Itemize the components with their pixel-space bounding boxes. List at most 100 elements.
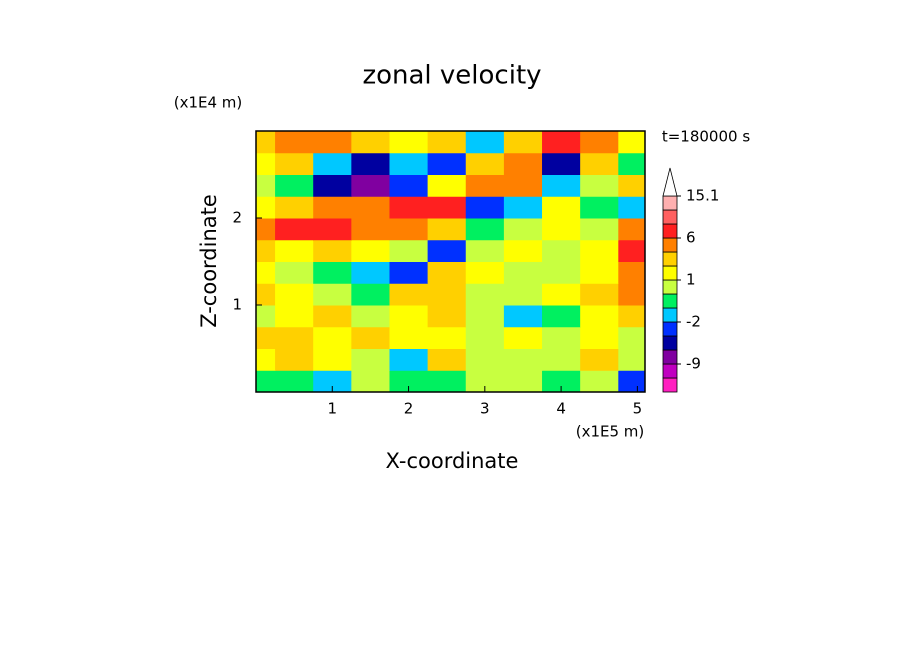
contour-cell	[427, 196, 467, 219]
contour-cell	[542, 305, 581, 328]
contour-cell	[503, 218, 543, 241]
colorbar-label: 15.1	[686, 187, 719, 205]
contour-cell	[427, 348, 467, 371]
contour-cell	[618, 218, 646, 241]
contour-cell	[465, 326, 505, 349]
contour-cell	[580, 348, 619, 371]
contour-cell	[427, 174, 467, 197]
contour-cell	[389, 239, 429, 262]
contour-cell	[465, 131, 505, 154]
contour-cell	[503, 152, 543, 175]
contour-cell	[256, 218, 276, 241]
contour-cell	[618, 131, 646, 154]
contour-cell	[351, 131, 390, 154]
contour-cell	[275, 152, 314, 175]
contour-cell	[275, 283, 314, 306]
contour-cell	[389, 261, 429, 284]
contour-cell	[580, 131, 619, 154]
contour-cell	[542, 196, 581, 219]
contour-cell	[351, 370, 390, 393]
contour-cell	[313, 326, 352, 349]
contour-cell	[351, 174, 390, 197]
y-tick-label: 2	[232, 209, 242, 227]
contour-cell	[275, 131, 314, 154]
contour-cell	[351, 326, 390, 349]
contour-cell	[465, 348, 505, 371]
contour-cell	[351, 196, 390, 219]
contour-cell	[351, 283, 390, 306]
x-unit: (x1E5 m)	[576, 423, 645, 441]
contour-cell	[389, 305, 429, 328]
colorbar-swatch	[662, 363, 678, 379]
colorbar-label: 1	[686, 271, 696, 289]
colorbar-swatch	[662, 321, 678, 337]
x-tick-label: 5	[633, 400, 643, 418]
contour-cell	[427, 305, 467, 328]
contour-cell	[580, 218, 619, 241]
contour-cell	[351, 239, 390, 262]
contour-cell	[427, 218, 467, 241]
contour-cell	[503, 348, 543, 371]
colorbar-extension	[662, 167, 678, 197]
contour-cell	[580, 305, 619, 328]
contour-cell	[542, 261, 581, 284]
y-tick-label: 1	[232, 296, 242, 314]
contour-cell	[542, 174, 581, 197]
contour-cell	[503, 174, 543, 197]
colorbar-swatch	[662, 335, 678, 351]
contour-cell	[580, 152, 619, 175]
contour-cell	[313, 283, 352, 306]
contour-cell	[503, 131, 543, 154]
contour-cell	[618, 239, 646, 262]
colorbar-swatch	[662, 223, 678, 239]
contour-cell	[503, 305, 543, 328]
contour-cell	[256, 283, 276, 306]
contour-cell	[275, 348, 314, 371]
contour-cell	[256, 305, 276, 328]
contour-cell	[275, 218, 314, 241]
colorbar-swatch	[662, 307, 678, 323]
contour-cell	[351, 305, 390, 328]
contour-cell	[503, 239, 543, 262]
colorbar-label: -2	[686, 313, 701, 331]
colorbar-label: -9	[686, 355, 701, 373]
contour-cell	[580, 261, 619, 284]
contour-cell	[256, 370, 276, 393]
chart-title: zonal velocity	[362, 61, 541, 91]
contour-cell	[618, 174, 646, 197]
contour-cell	[618, 196, 646, 219]
contour-cell	[389, 174, 429, 197]
contour-cell	[465, 261, 505, 284]
y-axis-title: Z-coordinate	[197, 194, 221, 328]
colorbar-swatch	[662, 279, 678, 295]
colorbar-label: 6	[686, 229, 696, 247]
contour-cell	[542, 283, 581, 306]
contour-cell	[256, 131, 276, 154]
contour-cell	[256, 326, 276, 349]
contour-cell	[256, 174, 276, 197]
contour-cell	[580, 174, 619, 197]
contour-cell	[465, 218, 505, 241]
contour-cell	[313, 152, 352, 175]
contour-cell	[618, 305, 646, 328]
contour-cell	[542, 131, 581, 154]
contour-cell	[580, 283, 619, 306]
x-axis-title: X-coordinate	[386, 449, 519, 473]
colorbar-swatch	[662, 293, 678, 309]
contour-cell	[275, 239, 314, 262]
contour-cell	[313, 131, 352, 154]
contour-cell	[503, 370, 543, 393]
contour-cell	[465, 305, 505, 328]
contour-cell	[389, 218, 429, 241]
contour-cell	[427, 131, 467, 154]
contour-cell	[465, 370, 505, 393]
contour-cell	[465, 174, 505, 197]
contour-cell	[313, 305, 352, 328]
contour-cell	[580, 370, 619, 393]
x-tick-label: 1	[328, 400, 338, 418]
contour-cell	[389, 326, 429, 349]
contour-cell	[618, 326, 646, 349]
colorbar-swatch	[662, 237, 678, 253]
contour-cell	[427, 239, 467, 262]
